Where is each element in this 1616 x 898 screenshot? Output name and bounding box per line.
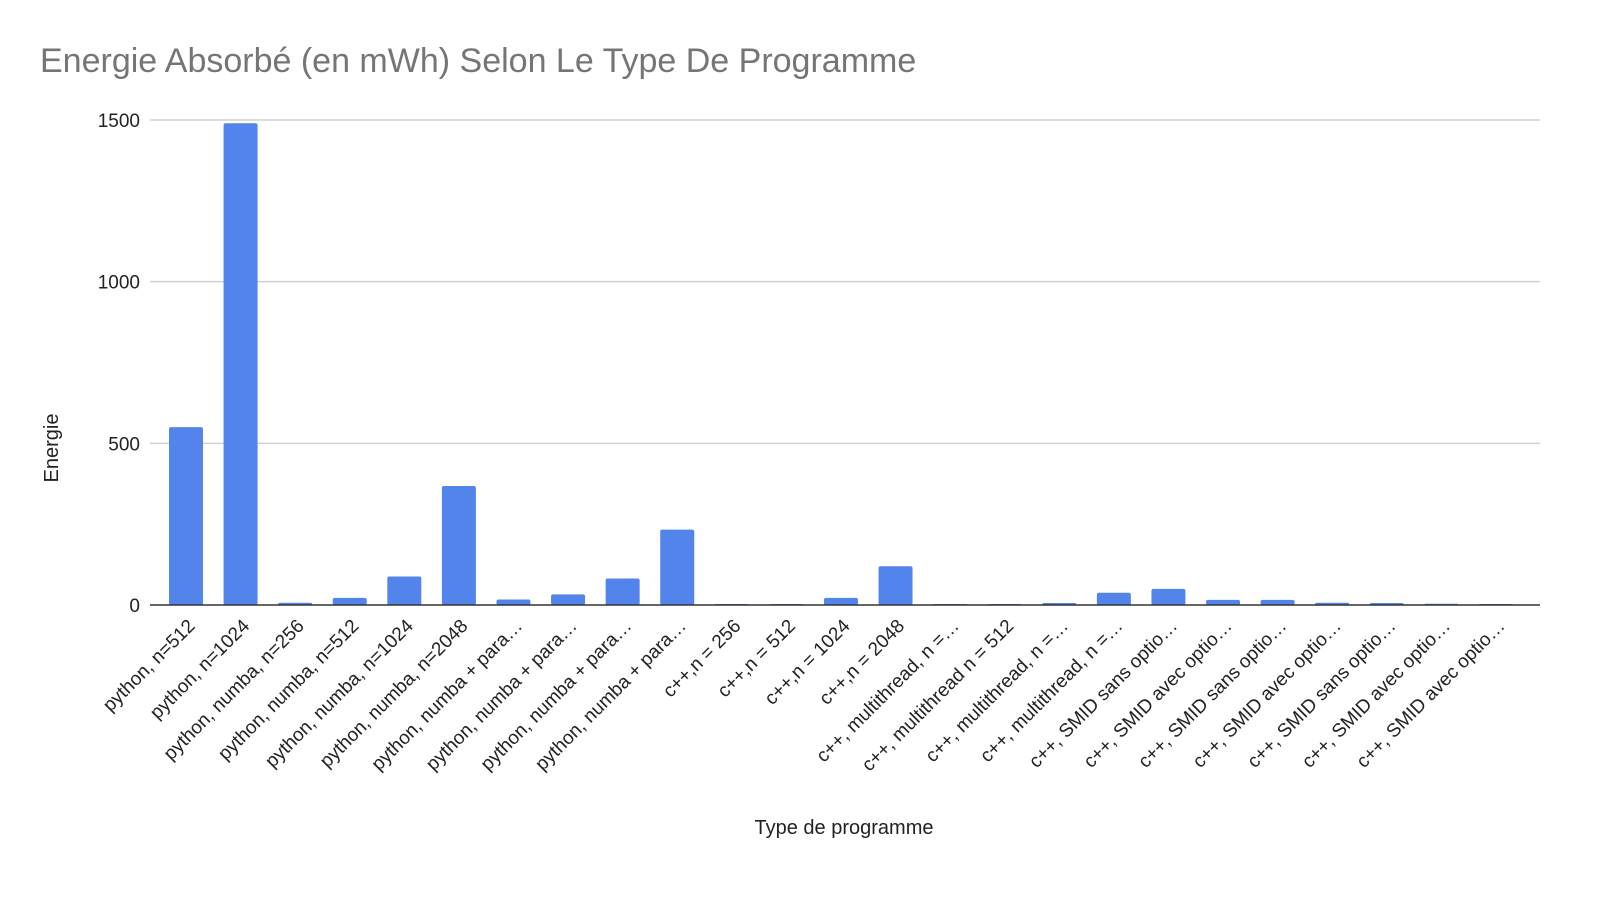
x-axis-title: Type de programme: [755, 817, 934, 839]
y-tick-label: 1000: [98, 273, 140, 294]
bar: [223, 123, 258, 605]
bar: [496, 599, 531, 605]
x-tick-label: python, n=512: [99, 616, 199, 716]
y-tick-label: 0: [129, 596, 140, 617]
bar: [1206, 599, 1241, 605]
bar: [441, 486, 476, 605]
bar: [660, 529, 695, 605]
bar: [387, 576, 422, 605]
bar: [1096, 592, 1131, 605]
grid-lines: [150, 119, 1540, 445]
y-tick-label: 500: [108, 434, 140, 455]
bars: [169, 123, 1513, 605]
bar: [823, 597, 858, 605]
y-tick-label: 1500: [98, 111, 140, 132]
y-axis-title: Energie: [41, 414, 63, 483]
bar: [1151, 588, 1186, 605]
bar: [551, 594, 586, 605]
bar: [332, 597, 367, 605]
chart-title: Energie Absorbé (en mWh) Selon Le Type D…: [40, 42, 916, 80]
y-tick-labels: 0 500 1000 1500: [98, 111, 140, 617]
bar: [605, 578, 640, 605]
bar: [1260, 599, 1295, 605]
bar: [878, 566, 913, 605]
x-tick-label: python, n=1024: [146, 615, 254, 723]
bar: [169, 427, 203, 605]
